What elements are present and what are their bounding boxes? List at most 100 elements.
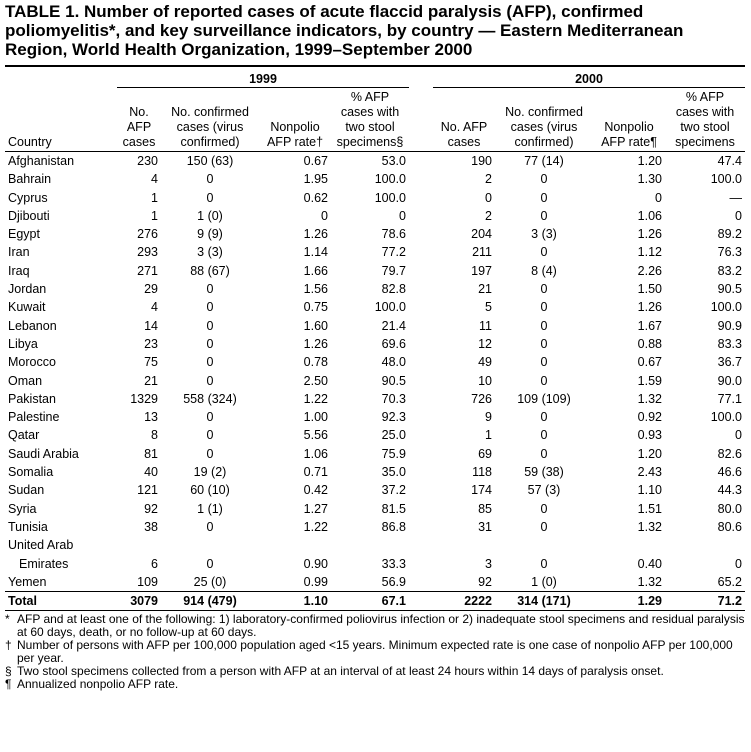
blank <box>409 262 433 280</box>
value-cell: 21 <box>478 282 492 297</box>
value-cell: 1 (0) <box>531 574 557 589</box>
value-cell: 0 <box>206 336 214 351</box>
value-cell: 1.30 <box>637 172 662 187</box>
table-row: Tunisia 38 0 1.22 86.8 31 0 1.32 80.6 <box>5 518 745 536</box>
value-cell: 60 (10) <box>190 483 230 498</box>
table-row: Sudan 121 60 (10) 0.42 37.2 174 57 (3) 1.10 44.3 <box>5 481 745 499</box>
blank <box>409 189 433 207</box>
footnote-mark: * <box>5 612 10 627</box>
value-cell: 1.00 <box>303 410 328 425</box>
value-cell: 1.32 <box>637 519 662 534</box>
country-cell: Iraq <box>8 263 30 278</box>
value-cell: 174 <box>471 483 492 498</box>
value-cell: 14 <box>144 318 158 333</box>
table-row: Morocco 75 0 0.78 48.0 49 0 0.67 36.7 <box>5 353 745 371</box>
blank <box>409 87 433 152</box>
value-cell: 0 <box>540 336 548 351</box>
footnote-text: AFP and at least one of the following: 1… <box>17 612 745 640</box>
table-row: Iraq 271 88 (67) 1.66 79.7 197 8 (4) 2.26 83.2 <box>5 262 745 280</box>
blank <box>409 66 433 88</box>
value-cell: 118 <box>472 465 492 480</box>
value-cell: 1.06 <box>637 208 662 223</box>
country-cell: Palestine <box>8 410 60 425</box>
table-row: Iran 293 3 (3) 1.14 77.2 211 0 1.12 76.3 <box>5 243 745 261</box>
table-row: Syria 92 1 (1) 1.27 81.5 85 0 1.51 80.0 <box>5 500 745 518</box>
value-cell: 77 (14) <box>524 154 564 168</box>
value-cell: 1.26 <box>637 227 662 242</box>
value-cell: 0 <box>540 245 548 260</box>
value-cell: 1.26 <box>303 227 328 242</box>
value-cell: 85 <box>478 501 492 516</box>
value-cell: 0 <box>540 410 548 425</box>
value-cell: 726 <box>471 391 492 406</box>
blank <box>409 426 433 444</box>
value-cell: 31 <box>478 519 492 534</box>
value-cell: 0.71 <box>303 465 328 480</box>
value-cell: 35.0 <box>381 465 406 480</box>
blank <box>409 298 433 316</box>
footnotes: * AFP and at least one of the following: … <box>5 613 745 691</box>
value-cell: 3079 <box>117 591 161 611</box>
value-cell: 67.1 <box>331 591 409 611</box>
value-cell: 4 <box>151 300 158 315</box>
value-cell: 89.2 <box>717 227 742 242</box>
footnote-text: Annualized nonpolio AFP rate. <box>17 677 179 692</box>
table-row: Djibouti 1 1 (0) 0 0 2 0 1.06 0 <box>5 207 745 225</box>
column-header: No. confirmed cases (virus confirmed) <box>495 87 593 152</box>
column-header: Country <box>5 87 117 152</box>
blank <box>409 573 433 592</box>
blank <box>409 335 433 353</box>
table-row: Oman 21 0 2.50 90.5 10 0 1.59 90.0 <box>5 372 745 390</box>
blank <box>409 317 433 335</box>
value-cell: 1.66 <box>303 263 328 278</box>
footnote: † Number of persons with AFP per 100,000 … <box>5 639 745 665</box>
value-cell: 0 <box>540 282 548 297</box>
country-cell: Iran <box>8 245 30 260</box>
value-cell: 37.2 <box>381 483 406 498</box>
value-cell: 5 <box>485 300 492 315</box>
table-row: Bahrain 4 0 1.95 100.0 2 0 1.30 100.0 <box>5 170 745 188</box>
footnote-mark: † <box>5 638 12 653</box>
value-cell: 29 <box>144 282 158 297</box>
value-cell: 1 <box>485 428 492 443</box>
value-cell: — <box>729 190 743 205</box>
value-cell: 293 <box>137 245 158 260</box>
footnote-text: Two stool specimens collected from a per… <box>17 664 664 679</box>
value-cell: 100.0 <box>710 300 742 315</box>
blank <box>409 481 433 499</box>
value-cell: 1 (0) <box>197 208 223 223</box>
data-table: 1999 2000 Country No. AFP cases No. confirme… <box>5 65 745 612</box>
value-cell: 49 <box>478 355 492 370</box>
country-cell: Afghanistan <box>8 154 75 168</box>
footnote-text: Number of persons with AFP per 100,000 p… <box>17 638 733 666</box>
value-cell: 1.32 <box>637 391 662 406</box>
value-cell: 0 <box>540 428 548 443</box>
blank <box>409 500 433 518</box>
country-cell: Lebanon <box>8 318 57 333</box>
value-cell: 100.0 <box>374 190 406 205</box>
value-cell: 0 <box>206 355 214 370</box>
blank <box>409 536 433 573</box>
value-cell: 109 <box>137 574 158 589</box>
value-cell: 2.43 <box>637 465 662 480</box>
column-header: No. AFP cases <box>117 87 161 152</box>
country-cell: Oman <box>8 373 43 388</box>
value-cell: 0 <box>206 373 214 388</box>
value-cell: 0 <box>540 208 548 223</box>
value-cell: 69.6 <box>381 336 406 351</box>
country-cell: Saudi Arabia <box>8 446 79 461</box>
country-cell: Morocco <box>8 355 56 370</box>
value-cell: 77.2 <box>381 245 406 260</box>
value-cell: 0.62 <box>303 190 328 205</box>
value-cell: 0 <box>206 428 214 443</box>
value-cell: 1.20 <box>637 446 662 461</box>
column-header: No. AFP cases <box>433 87 495 152</box>
value-cell: 100.0 <box>710 410 742 425</box>
value-cell: 40 <box>144 465 158 480</box>
column-header: No. confirmed cases (virus confirmed) <box>161 87 259 152</box>
value-cell: 271 <box>137 263 158 278</box>
country-cell: Syria <box>8 501 37 516</box>
value-cell: 5.56 <box>303 428 328 443</box>
value-cell: 1.95 <box>303 172 328 187</box>
value-cell: 3 <box>485 556 492 571</box>
